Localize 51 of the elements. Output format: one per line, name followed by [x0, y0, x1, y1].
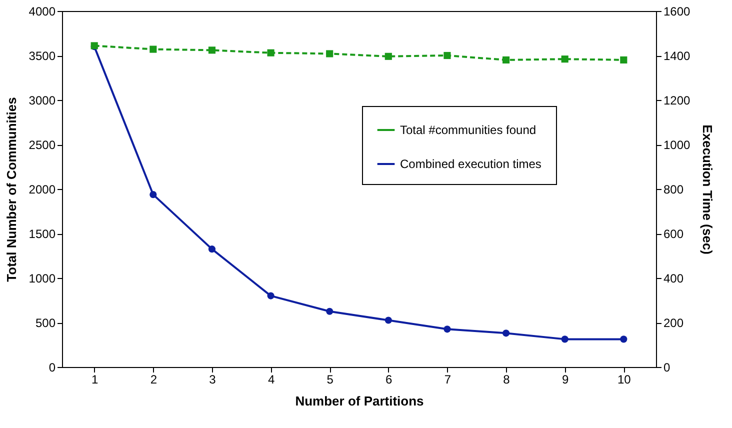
x-tick-label: 2	[150, 372, 158, 386]
y-tick-label: 3500	[28, 49, 56, 63]
point	[620, 336, 628, 343]
y2-tick-label: 600	[664, 227, 684, 241]
y2-tick-label: 1200	[664, 94, 691, 108]
point	[150, 191, 157, 198]
point	[620, 56, 628, 64]
legend-label: Total #communities found	[400, 123, 536, 137]
x-tick-label: 8	[503, 372, 510, 386]
point	[208, 46, 216, 54]
y2-tick-label: 0	[664, 360, 670, 374]
x-tick-label: 5	[326, 372, 334, 386]
x-tick-label: 4	[268, 372, 275, 386]
y2-tick-label: 1400	[664, 49, 691, 63]
point	[384, 316, 392, 324]
y2-tick-label: 1000	[664, 138, 691, 152]
y-tick-label: 4000	[28, 4, 56, 18]
y2-tick-label: 800	[664, 182, 684, 196]
point	[502, 330, 510, 337]
point	[326, 308, 334, 315]
x-tick-label: 7	[444, 372, 452, 386]
x-tick-label: 9	[562, 372, 569, 386]
point	[561, 336, 568, 343]
point	[267, 49, 274, 56]
x-tick-label: 10	[617, 372, 632, 386]
y2-tick-label: 1600	[664, 4, 691, 18]
y-tick-label: 500	[35, 316, 56, 330]
point	[561, 56, 568, 63]
y2-axis-title: Execution Time (sec)	[700, 124, 716, 254]
x-tick-label: 3	[209, 372, 216, 386]
legend-label: Combined execution times	[400, 157, 542, 171]
point	[444, 326, 451, 333]
x-tick-label: 6	[386, 372, 393, 386]
y-tick-label: 2500	[28, 138, 56, 152]
point	[326, 50, 334, 58]
y-tick-label: 2000	[28, 182, 56, 196]
x-tick-label: 1	[92, 372, 99, 386]
point	[502, 56, 510, 64]
point	[150, 46, 157, 53]
y-tick-label: 1500	[28, 227, 56, 241]
y-axis-title: Total Number of Communities	[4, 97, 19, 282]
point	[267, 292, 274, 300]
point	[208, 246, 216, 253]
y-tick-label: 3000	[28, 94, 56, 108]
y2-tick-label: 400	[664, 272, 684, 286]
y-tick-label: 1000	[28, 272, 56, 286]
x-axis-title: Number of Partitions	[295, 394, 424, 408]
y2-tick-label: 200	[664, 316, 684, 330]
point	[384, 52, 392, 60]
point	[444, 52, 451, 60]
y-tick-label: 0	[48, 360, 56, 374]
